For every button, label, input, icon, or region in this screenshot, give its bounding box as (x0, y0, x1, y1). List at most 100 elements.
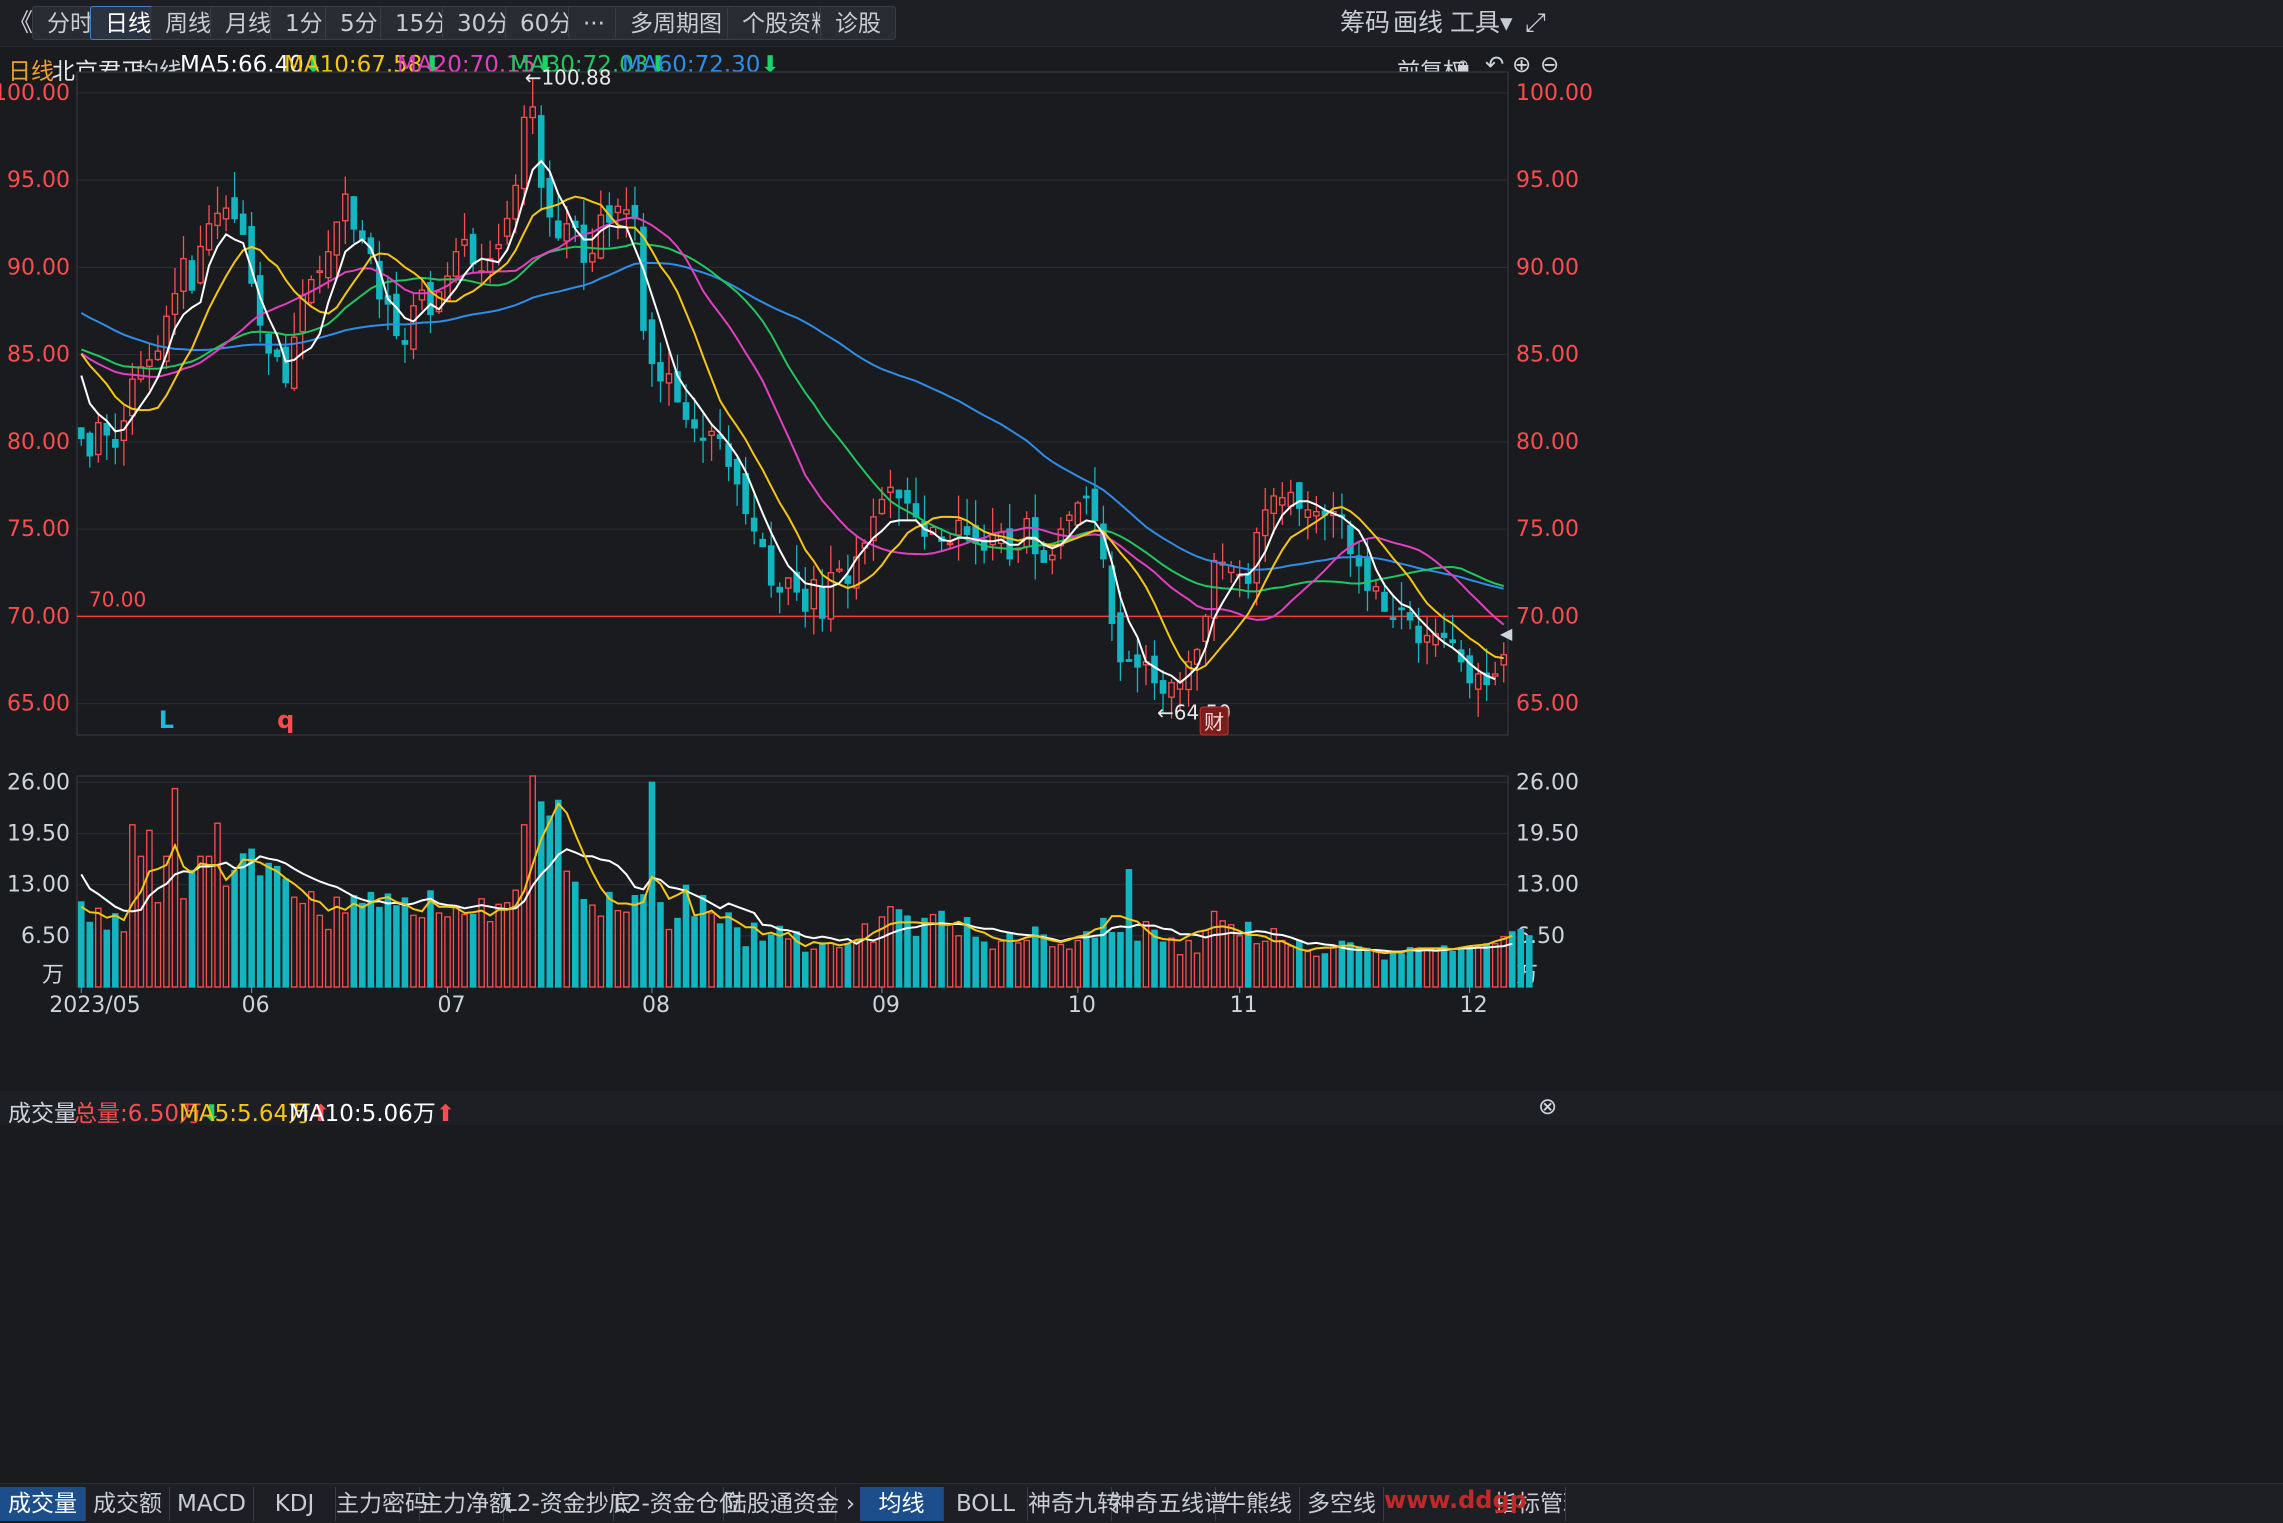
candle-down (1159, 680, 1167, 694)
watermark: www.ddgp (1384, 1486, 1527, 1514)
candle-up (435, 291, 443, 313)
candle-down (793, 571, 801, 593)
price-tick-left: 100.00 (0, 81, 70, 106)
candle-up (563, 223, 571, 242)
indicator-tabs-bar: 成交量 成交额 MACD KDJ 主力密码 主力净额 L2-资金抄底 L2-资金仓位 陆股通资金… (0, 1483, 2283, 1523)
overlay-tab-4[interactable]: 牛熊线 (1216, 1487, 1300, 1521)
candle-down (1483, 672, 1490, 686)
candlestick-chart[interactable]: 100.00 100.00 95.00 95.00 90.00 90.00 85.00 85.… (0, 0, 2283, 1091)
overlay-tab-5[interactable]: 多空线 (1300, 1487, 1384, 1521)
diagnose-button[interactable]: 诊股 (820, 6, 896, 40)
candle-up (1202, 615, 1209, 642)
price-tick-right: 85.00 (1516, 343, 1579, 368)
price-tick-left: 85.00 (7, 343, 70, 368)
candle-up (853, 556, 860, 589)
overlay-tab-3[interactable]: 神奇五线谱 (1112, 1487, 1227, 1521)
price-tick-right: 70.00 (1516, 604, 1579, 629)
zoom-in-icon[interactable]: ⊕ (1512, 52, 1532, 78)
candle-up (1261, 509, 1269, 537)
candle-down (1440, 632, 1448, 638)
price-tick-right: 90.00 (1516, 255, 1579, 280)
candle-down (1031, 517, 1039, 555)
expand-icon[interactable]: ⤢ (1525, 8, 1546, 38)
candle-down (273, 349, 281, 358)
ma5-line (80, 159, 1496, 684)
candle-down (1398, 607, 1405, 611)
candle-down (674, 371, 681, 403)
period-tab-60min[interactable]: 60分 (505, 6, 588, 40)
price-tick-left: 95.00 (7, 168, 70, 193)
volume-title: 成交量 (8, 1101, 77, 1127)
indicator-tab-8[interactable]: 陆股通资金 (724, 1487, 839, 1521)
indicator-tab-1[interactable]: 成交额 (86, 1487, 170, 1521)
candle-down (469, 233, 477, 265)
candle-up (197, 245, 204, 284)
candle-down (648, 319, 656, 365)
candle-up (784, 577, 792, 589)
price-tick-left: 75.00 (7, 517, 70, 542)
candle-down (427, 282, 434, 316)
candle-down (682, 402, 690, 420)
candle-up (827, 572, 835, 620)
candle-up (214, 212, 221, 227)
overlay-tab-6[interactable]: 指标管理 (1494, 1487, 1566, 1521)
candle-down (776, 586, 784, 593)
candle-up (878, 498, 886, 515)
close-icon[interactable]: ⊗ (1538, 1094, 1558, 1120)
candle-up (205, 223, 213, 251)
overlay-tab-1[interactable]: BOLL (944, 1487, 1028, 1521)
ma60-line (80, 262, 1504, 590)
candle-down (699, 437, 707, 441)
candle-down (112, 439, 119, 448)
candle-down (1449, 639, 1456, 644)
back-icon[interactable]: 《 (8, 8, 34, 37)
up-arrow-icon: ⬆ (435, 1101, 456, 1127)
indicator-tab-7[interactable]: L2-资金仓位 (614, 1487, 742, 1521)
candle-up (1500, 654, 1508, 666)
overlay-tab-0[interactable]: 均线 (860, 1487, 944, 1521)
indicator-tab-4[interactable]: 主力密码 (336, 1487, 428, 1521)
max-price-label: ←100.88 (525, 66, 612, 90)
chip-distribution-button[interactable]: 筹码 (1340, 8, 1391, 37)
candle-up (171, 292, 179, 315)
price-tick-right: 80.00 (1516, 430, 1579, 455)
indicator-tab-5[interactable]: 主力净额 (420, 1487, 512, 1521)
candle-down (282, 346, 289, 384)
indicator-tab-6[interactable]: L2-资金抄底 (504, 1487, 632, 1521)
candle-up (1372, 586, 1380, 592)
tools-dropdown[interactable]: 工具▾ (1450, 8, 1513, 37)
indicator-tab-2[interactable]: MACD (170, 1487, 254, 1521)
draw-line-button[interactable]: 画线 (1393, 8, 1444, 37)
indicator-tab-0[interactable]: 成交量 (0, 1487, 86, 1521)
candle-down (239, 213, 247, 235)
candle-up (146, 359, 153, 368)
price-tick-left: 65.00 (7, 692, 70, 717)
zoom-out-icon[interactable]: ⊖ (1540, 52, 1560, 78)
candle-up (1193, 648, 1201, 665)
candle-down (103, 422, 111, 436)
more-periods-button[interactable]: ··· (568, 6, 620, 40)
candle-down (248, 225, 255, 284)
candle-down (904, 489, 911, 504)
candle-up (1423, 634, 1431, 643)
candle-up (887, 486, 894, 493)
indicator-tab-3[interactable]: KDJ (254, 1487, 336, 1521)
signal-marker: L (159, 706, 174, 734)
candle-down (537, 115, 545, 188)
candle-up (512, 184, 519, 220)
top-toolbar: 《 分时 日线 周线 月线 1分 5分 15分 30分 60分 ··· 多周期图… (0, 0, 2283, 47)
candle-down (801, 588, 809, 612)
overlay-tab-2[interactable]: 神奇九转 (1028, 1487, 1120, 1521)
price-tick-right: 95.00 (1516, 168, 1579, 193)
candle-up (1176, 680, 1184, 690)
candle-down (733, 458, 741, 485)
candle-up (452, 251, 460, 277)
candle-down (1296, 482, 1303, 509)
candle-up (614, 205, 622, 214)
candle-up (520, 116, 528, 190)
volume-ma5-legend: MA5:5.64万⬆ (179, 1094, 330, 1128)
candle-down (546, 177, 554, 218)
candle-up (529, 106, 536, 119)
candle-down (1466, 655, 1473, 684)
price-tick-right: 65.00 (1516, 692, 1579, 717)
